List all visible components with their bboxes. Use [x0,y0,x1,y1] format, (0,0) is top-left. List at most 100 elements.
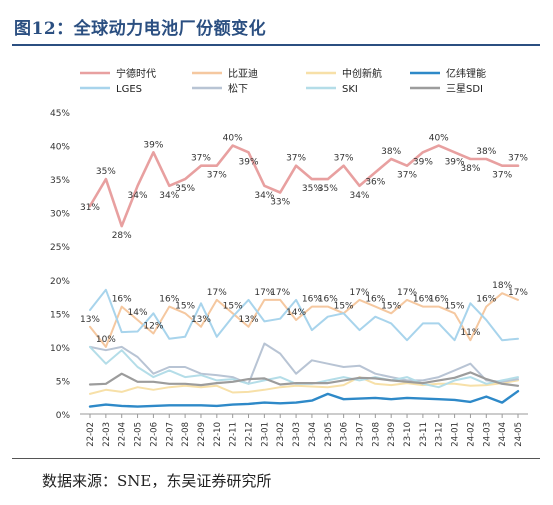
x-tick-label: 23-11 [419,422,429,447]
data-label: 38% [381,147,401,157]
data-label: 37% [492,171,512,181]
x-tick-label: 22-03 [102,422,112,447]
chart-data-labels: 31%35%28%34%39%34%35%37%37%40%39%34%33%3… [80,134,528,345]
legend-label: 三星SDI [446,83,483,95]
data-label: 35% [318,184,338,194]
data-label: 12% [143,321,163,331]
data-label: 35% [96,167,116,177]
data-label: 36% [365,177,385,187]
data-label: 38% [476,147,496,157]
y-tick-label: 10% [50,344,70,354]
data-label: 14% [286,308,306,318]
data-label: 38% [460,164,480,174]
x-tick-label: 24-04 [498,422,508,447]
data-label: 28% [112,231,132,241]
x-tick-label: 22-11 [229,422,239,447]
data-label: 37% [397,171,417,181]
x-tick-label: 22-04 [118,422,128,447]
x-tick-label: 23-03 [292,422,302,447]
data-label: 17% [207,288,227,298]
legend-label: 宁德时代 [116,67,156,80]
data-label: 34% [159,191,179,201]
series-line [88,371,520,387]
y-tick-label: 0% [56,411,71,421]
source-divider [12,458,540,459]
x-tick-label: 23-12 [435,422,445,447]
legend-label: 松下 [228,82,248,95]
data-label: 16% [365,295,385,305]
line-chart: 宁德时代 比亚迪 中创新航 亿纬锂能 LGES 松下 SKI 三星SDI 0% 5% 10% 15%… [50,67,528,447]
data-label: 39% [413,157,433,167]
data-label: 39% [239,157,259,167]
data-label: 37% [207,171,227,181]
title-divider [12,44,540,46]
x-tick-label: 24-02 [466,422,476,447]
data-label: 37% [191,154,211,164]
y-tick-label: 40% [50,143,70,153]
data-label: 15% [445,301,465,311]
series-line [89,288,519,342]
series-line [88,390,520,408]
data-label: 35% [302,184,322,194]
x-tick-label: 22-07 [165,422,175,447]
data-label: 16% [302,295,322,305]
data-label: 33% [270,198,290,208]
y-tick-label: 45% [50,109,70,119]
data-label: 40% [223,134,243,144]
x-tick-label: 23-09 [387,422,397,447]
data-label: 16% [476,295,496,305]
data-label: 16% [429,295,449,305]
data-label: 17% [254,288,274,298]
data-label: 39% [445,157,465,167]
chart-axes: 0% 5% 10% 15% 20% 25% 30% 35% 40% 45% 22-02 22-03 22… [50,109,528,447]
series-line [89,376,519,395]
series-line [88,144,520,228]
x-tick-label: 24-01 [451,422,461,447]
data-label: 40% [429,134,449,144]
x-tick-label: 22-05 [134,422,144,447]
data-label: 34% [349,191,369,201]
data-label: 34% [254,191,274,201]
x-tick-label: 23-10 [403,422,413,447]
data-label: 14% [128,308,148,318]
data-label: 15% [175,301,195,311]
y-tick-label: 15% [50,310,70,320]
x-tick-label: 23-07 [355,422,365,447]
data-label: 16% [159,295,179,305]
data-label: 17% [349,288,369,298]
y-tick-label: 20% [50,277,70,287]
data-label: 16% [318,295,338,305]
chart-legend: 宁德时代 比亚迪 中创新航 亿纬锂能 LGES 松下 SKI 三星SDI [80,67,486,95]
data-label: 31% [80,203,100,213]
x-tick-label: 22-09 [197,422,207,447]
data-label: 34% [128,191,148,201]
chart-title: 图12：全球动力电池厂份额变化 [14,19,267,39]
legend-label: 亿纬锂能 [446,67,486,80]
data-label: 16% [413,295,433,305]
data-label: 15% [381,301,401,311]
x-tick-label: 24-05 [514,422,524,447]
data-label: 16% [112,295,132,305]
x-tick-label: 23-01 [260,422,270,447]
y-tick-label: 5% [56,377,71,387]
data-label: 13% [80,315,100,325]
source-note: 数据来源：SNE，东吴证券研究所 [42,472,272,490]
data-label: 10% [96,335,116,345]
x-tick-label: 23-05 [324,422,334,447]
data-label: 39% [143,140,163,150]
x-tick-label: 22-10 [213,422,223,447]
series-line [89,342,519,385]
data-label: 17% [508,288,528,298]
chart-series [88,144,520,408]
x-tick-label: 22-08 [181,422,191,447]
data-label: 18% [492,281,512,291]
data-label: 37% [508,154,528,164]
x-tick-label: 23-04 [308,422,318,447]
x-tick-label: 24-03 [482,422,492,447]
data-label: 37% [334,154,354,164]
data-label: 37% [286,154,306,164]
y-tick-label: 25% [50,243,70,253]
legend-label: LGES [116,84,142,95]
data-label: 17% [397,288,417,298]
x-tick-label: 23-08 [371,422,381,447]
